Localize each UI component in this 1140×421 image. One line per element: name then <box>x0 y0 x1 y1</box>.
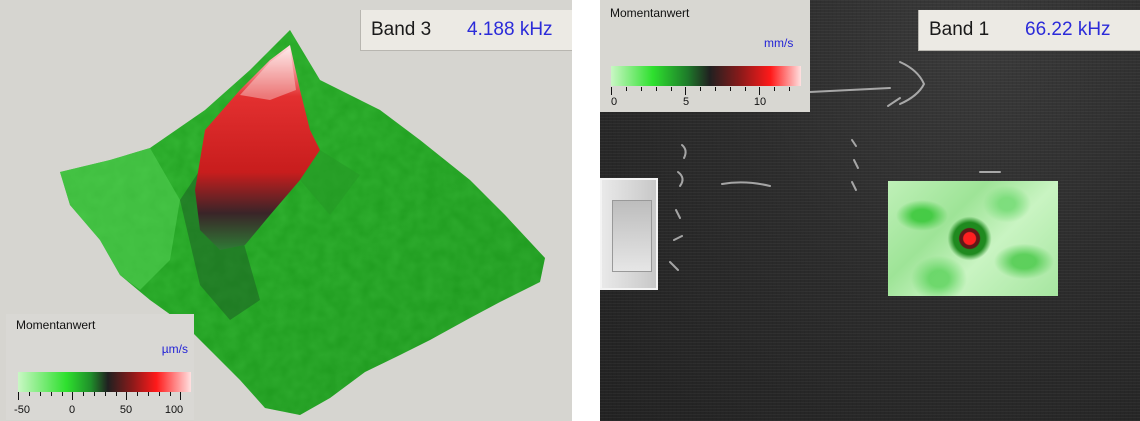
band-frequency: 4.188 kHz <box>467 19 553 40</box>
surface-3d-view[interactable]: Band 3 4.188 kHz Momentanwert µm/s -50 0… <box>0 0 572 421</box>
chalk-markings <box>669 61 1001 271</box>
camera-view[interactable]: Band 1 66.22 kHz Momentanwert mm/s 0 5 1… <box>600 0 1140 421</box>
legend-title: Momentanwert <box>16 318 96 332</box>
legend-unit: mm/s <box>764 36 794 50</box>
color-scale-ticks <box>18 392 191 400</box>
legend-title: Momentanwert <box>610 6 690 20</box>
legend-tick-label: 0 <box>68 404 76 416</box>
band-label: Band 3 <box>371 19 432 40</box>
band-label: Band 1 <box>929 19 990 40</box>
surface-peak <box>195 45 320 250</box>
legend-unit: µm/s <box>161 342 188 356</box>
color-scale-bar <box>18 372 191 392</box>
color-legend: Momentanwert µm/s -50 0 50 100 <box>6 314 194 420</box>
legend-tick-label: 10 <box>753 96 767 108</box>
band-indicator: Band 3 4.188 kHz <box>360 10 572 51</box>
band-indicator: Band 1 66.22 kHz <box>918 10 1140 51</box>
color-scale-bar <box>611 66 801 86</box>
color-scale-ticks <box>611 87 801 95</box>
color-legend: Momentanwert mm/s 0 5 10 <box>600 0 810 112</box>
legend-tick-label: -50 <box>14 404 30 416</box>
legend-tick-label: 50 <box>119 404 133 416</box>
legend-tick-label: 100 <box>164 404 184 416</box>
legend-tick-label: 5 <box>682 96 690 108</box>
legend-tick-label: 0 <box>610 96 618 108</box>
sensor-mount <box>600 178 658 290</box>
band-frequency: 66.22 kHz <box>1025 19 1111 40</box>
scan-overlay[interactable] <box>888 181 1058 296</box>
